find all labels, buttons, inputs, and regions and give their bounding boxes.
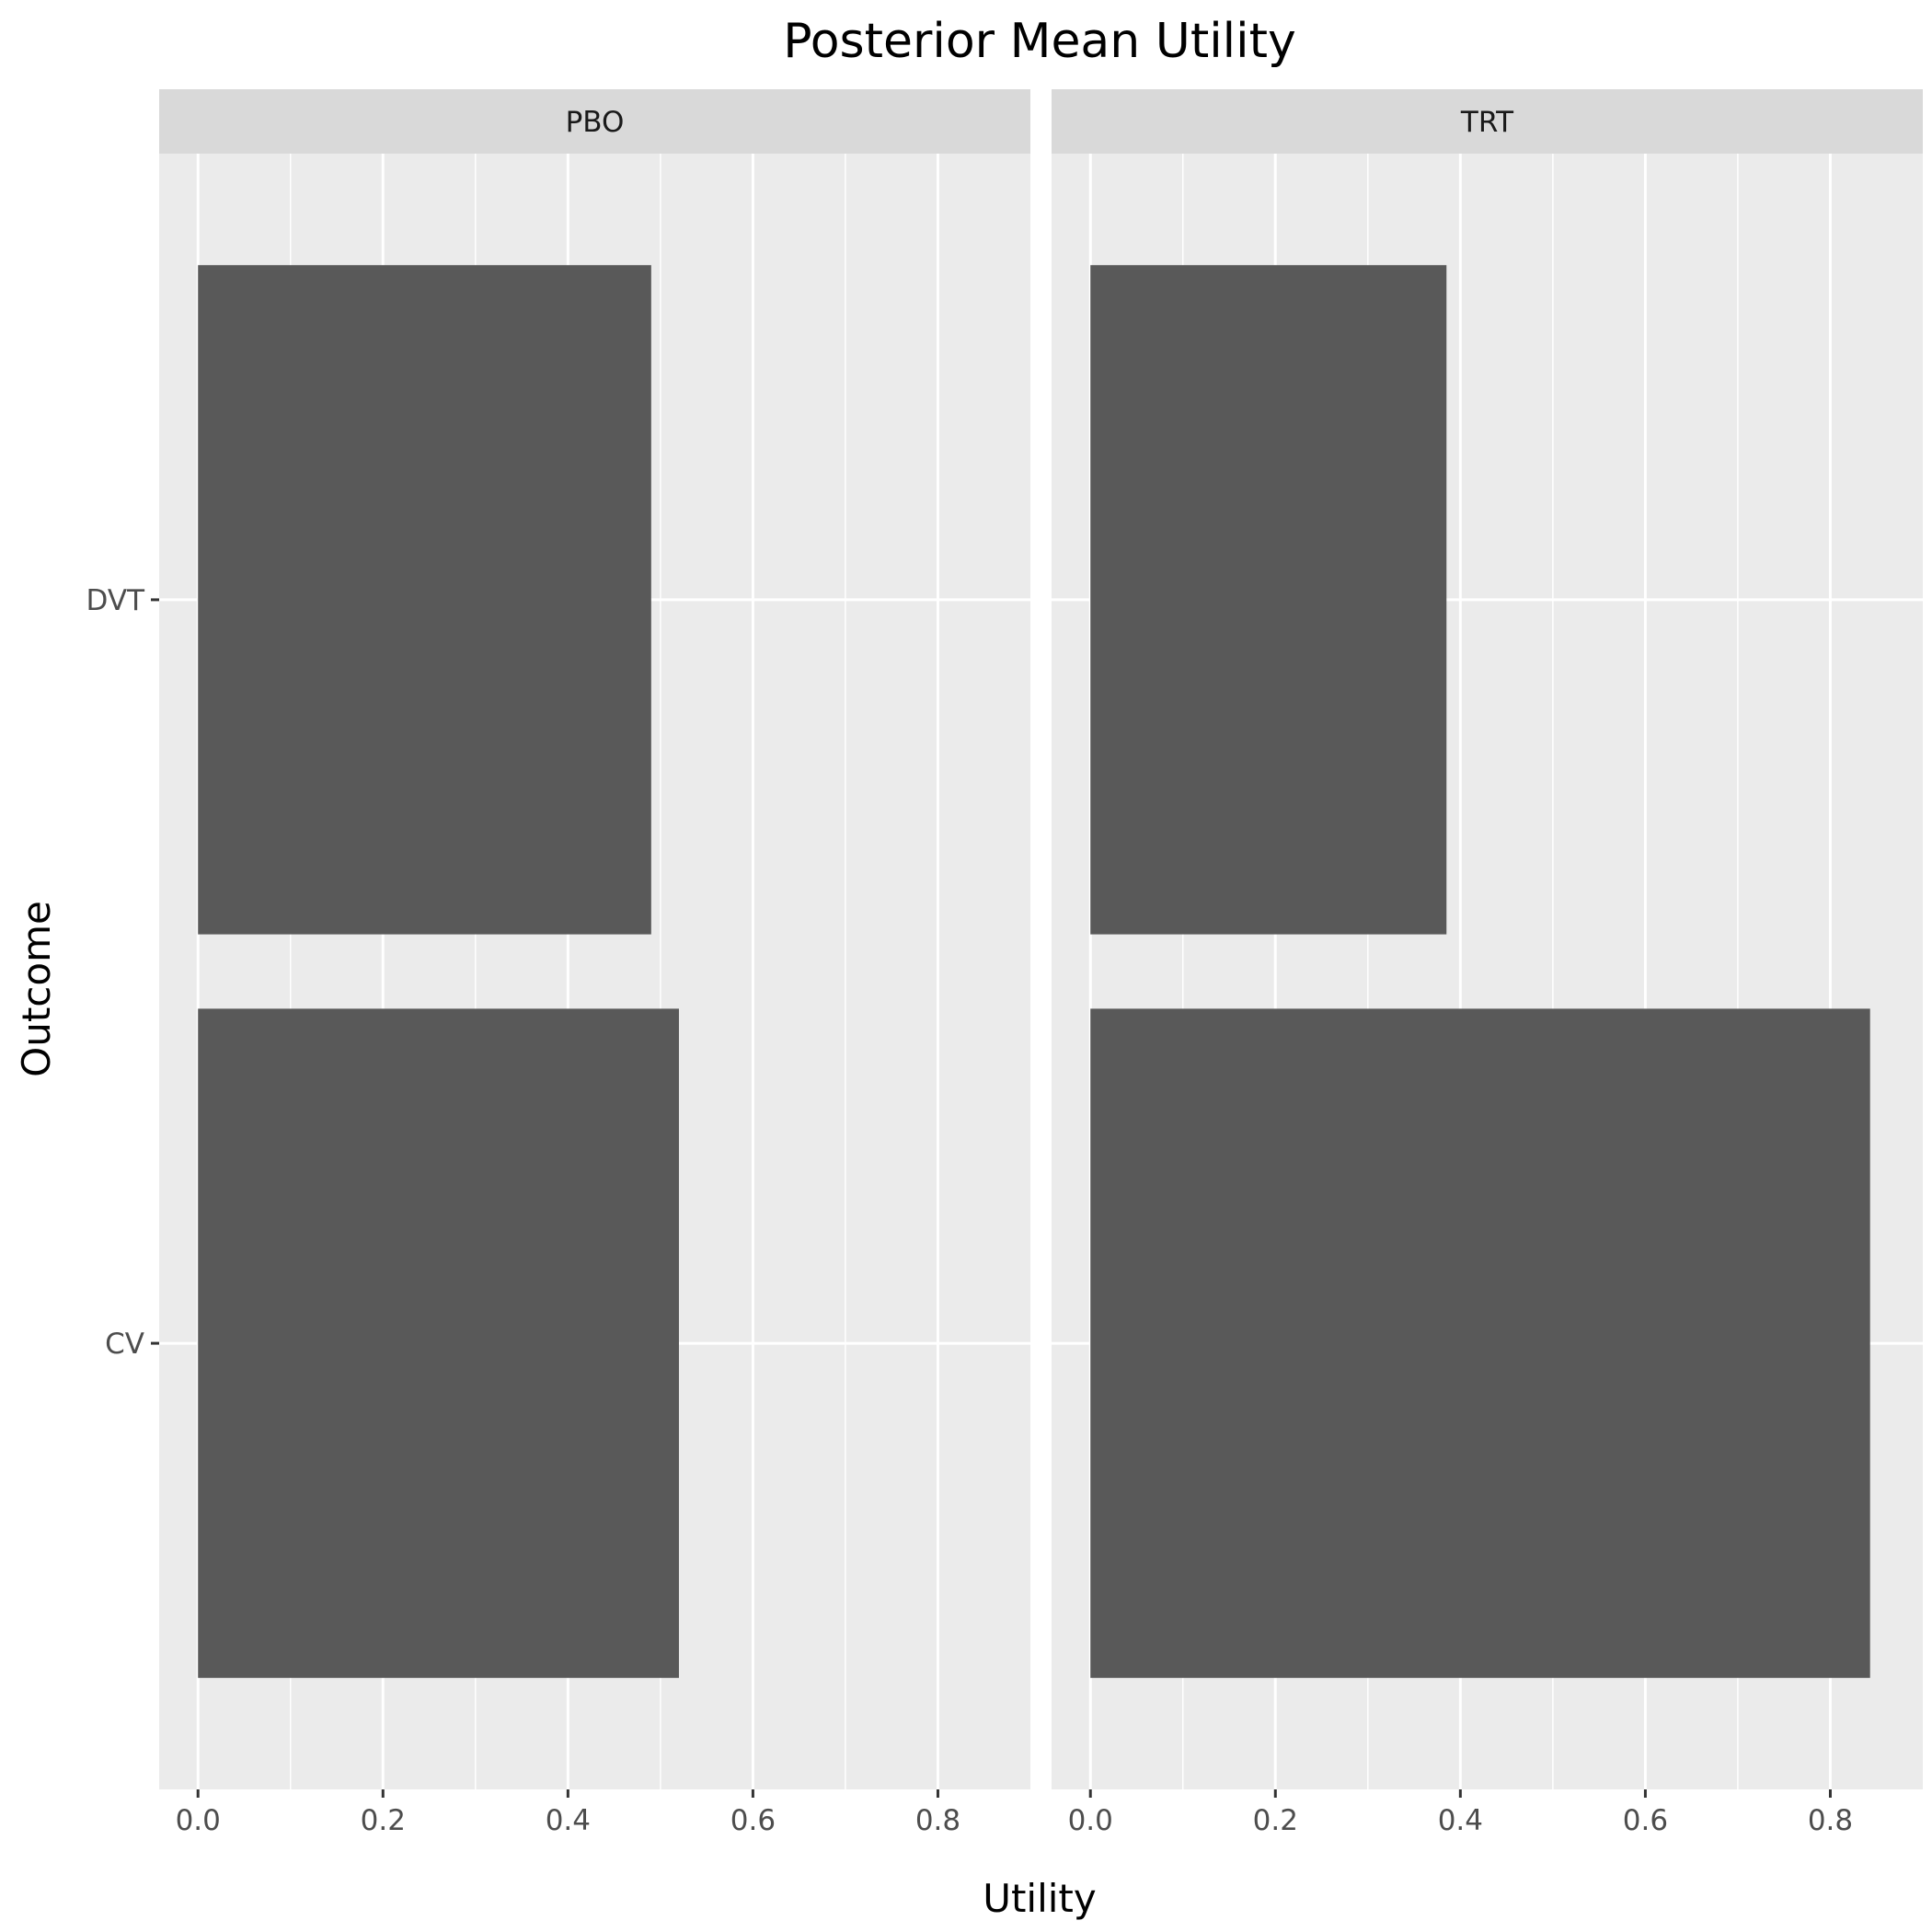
facet-panel-trt: TRT 0.0 0.2 0.4 0.6 0.8 <box>1052 89 1923 1837</box>
x-tick-label: 0.2 <box>361 1804 406 1837</box>
chart-title: Posterior Mean Utility <box>783 14 1296 69</box>
x-tick-label: 0.6 <box>730 1804 776 1837</box>
facet-strip-label: PBO <box>566 106 625 139</box>
y-tick-label-dvt: DVT <box>86 584 146 617</box>
x-tick-label: 0.8 <box>1808 1804 1853 1837</box>
x-tick-label: 0.0 <box>176 1804 221 1837</box>
facet-strip <box>159 89 1030 154</box>
x-tick-label: 0.4 <box>546 1804 591 1837</box>
x-tick-label: 0.4 <box>1438 1804 1483 1837</box>
facet-strip-label: TRT <box>1460 106 1514 139</box>
y-axis-title: Outcome <box>14 901 59 1077</box>
x-axis-title: Utility <box>983 1876 1097 1921</box>
bar-trt-cv <box>1090 1008 1870 1678</box>
bar-pbo-cv <box>198 1008 679 1678</box>
bar-trt-dvt <box>1090 265 1447 935</box>
y-axis: DVT CV <box>86 584 159 1361</box>
facet-panels: PBO 0.0 0.2 0.4 0.6 0.8 TRT 0.0 0.2 0.4 0.6 0.8 <box>159 89 1923 1837</box>
y-tick-label-cv: CV <box>105 1328 144 1361</box>
facet-panel-pbo: PBO 0.0 0.2 0.4 0.6 0.8 <box>159 89 1030 1837</box>
facet-strip <box>1052 89 1923 154</box>
x-tick-label: 0.8 <box>915 1804 960 1837</box>
x-tick-label: 0.2 <box>1253 1804 1298 1837</box>
x-tick-label: 0.0 <box>1068 1804 1113 1837</box>
x-tick-label: 0.6 <box>1623 1804 1668 1837</box>
bar-pbo-dvt <box>198 265 651 935</box>
